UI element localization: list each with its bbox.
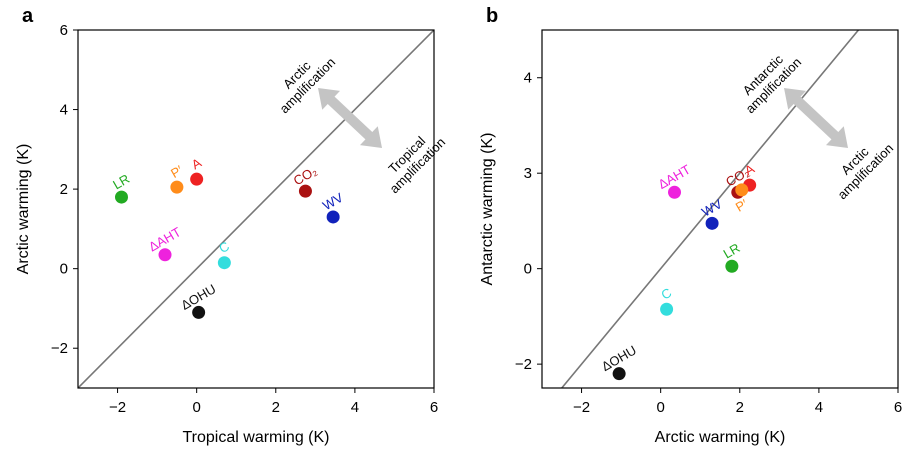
data-point (705, 216, 719, 230)
diagonal-line (560, 30, 860, 388)
x-tick-label: 0 (656, 399, 664, 416)
x-tick-label: −2 (573, 399, 590, 416)
x-tick-label: 4 (351, 399, 359, 416)
amplification-arrow (318, 88, 382, 148)
data-point (217, 256, 231, 270)
data-point (115, 190, 129, 204)
y-tick-label: 2 (60, 181, 68, 198)
panel-a: a Arcticamplification Tropicalamplificatio… (15, 5, 448, 446)
x-tick-label: 2 (272, 399, 280, 416)
amplification-arrow-shape (784, 88, 848, 148)
data-point (190, 172, 204, 186)
panel-letter: b (486, 5, 498, 27)
data-point (298, 184, 312, 198)
y-tick-label: −2 (51, 340, 68, 357)
panel-b: bAntarcticamplificationArcticamplificati… (479, 5, 902, 446)
point-label: P′ (733, 196, 751, 215)
point-label: A (189, 155, 204, 172)
point-label: LR (721, 240, 743, 261)
x-tick-label: −2 (109, 399, 126, 416)
point-label: C (659, 285, 675, 303)
point-label: WV (320, 190, 346, 214)
y-tick-label: 0 (524, 261, 532, 278)
y-tick-label: −2 (515, 356, 532, 373)
arrow-label: Arcticamplification (266, 44, 338, 116)
y-tick-label: 3 (524, 165, 532, 182)
point-label: LR (110, 171, 132, 192)
y-tick-label: 4 (60, 102, 68, 119)
arrow-label: Antarcticamplification (732, 44, 804, 116)
x-tick-label: 0 (192, 399, 200, 416)
y-axis-label: Antarctic warming (K) (479, 133, 496, 286)
y-tick-label: 0 (60, 261, 68, 278)
x-tick-label: 6 (894, 399, 902, 416)
y-tick-label: 4 (524, 70, 532, 87)
data-point (158, 248, 172, 262)
x-axis-label: Tropical warming (K) (183, 429, 330, 446)
data-point (326, 210, 340, 224)
data-point (660, 302, 674, 316)
point-label: CO₂ (291, 163, 320, 188)
panel-letter: a (22, 5, 34, 27)
x-tick-label: 4 (815, 399, 823, 416)
diagonal-line (78, 30, 434, 388)
data-point (668, 185, 682, 199)
data-point (192, 305, 206, 319)
axes-frame (77, 29, 435, 389)
data-point (735, 183, 749, 197)
data-point (725, 259, 739, 273)
x-tick-label: 6 (430, 399, 438, 416)
data-point (612, 367, 626, 381)
amplification-arrow-shape (318, 88, 382, 148)
x-axis-label: Arctic warming (K) (655, 429, 786, 446)
y-axis-label: Arctic warming (K) (15, 144, 32, 275)
arrow-label: Tropicalamplification (376, 124, 448, 196)
point-label: C (216, 238, 232, 256)
x-tick-label: 2 (736, 399, 744, 416)
y-tick-label: 6 (60, 22, 68, 39)
point-label: WV (699, 196, 725, 220)
amplification-arrow (784, 88, 848, 148)
data-point (170, 180, 184, 194)
point-label: P′ (168, 162, 186, 181)
axes-frame (541, 29, 899, 389)
